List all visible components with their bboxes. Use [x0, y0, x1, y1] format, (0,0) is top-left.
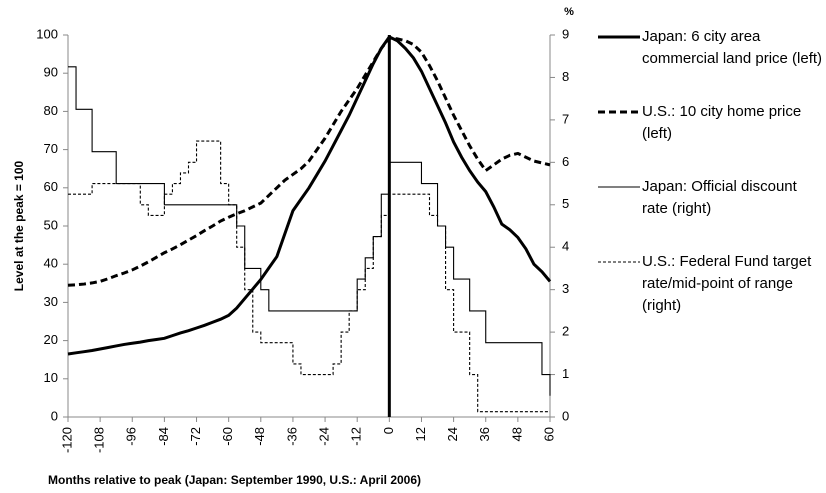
y2-tick-label: 5	[562, 196, 569, 211]
y2-tick-label: 9	[562, 26, 569, 41]
x-tick-label: -120	[59, 427, 74, 453]
y-tick-label: 20	[44, 332, 58, 347]
legend-label: U.S.: Federal Fund target rate/mid-point…	[642, 253, 812, 314]
x-tick-label: 12	[413, 427, 428, 441]
y2-axis-title: %	[564, 6, 574, 18]
x-axis-title: Months relative to peak (Japan: Septembe…	[48, 473, 421, 487]
y-tick-label: 90	[44, 65, 58, 80]
y-tick-label: 10	[44, 370, 58, 385]
y-tick-label: 60	[44, 179, 58, 194]
legend-label: Japan: Official discount rate (right)	[642, 178, 797, 217]
x-tick-label: -72	[188, 427, 203, 446]
x-tick-label: -48	[252, 427, 267, 446]
y-tick-label: 100	[36, 26, 58, 41]
x-tick-label: -36	[284, 427, 299, 446]
x-tick-label: 36	[477, 427, 492, 441]
y-tick-label: 40	[44, 256, 58, 271]
legend-entry: Japan: 6 city area commercial land price…	[642, 28, 823, 67]
legend-entry: Japan: Official discount rate (right)	[642, 178, 797, 217]
y2-tick-label: 6	[562, 154, 569, 169]
y2-tick-label: 2	[562, 324, 569, 339]
y-tick-label: 70	[44, 141, 58, 156]
y-tick-label: 50	[44, 217, 58, 232]
x-tick-label: -24	[317, 427, 332, 446]
legend-entry: U.S.: Federal Fund target rate/mid-point…	[642, 253, 812, 314]
y2-tick-label: 3	[562, 281, 569, 296]
x-tick-label: -84	[156, 427, 171, 446]
series-line	[68, 66, 551, 396]
x-tick-label: -96	[124, 427, 139, 446]
y-axis-title: Level at the peak = 100	[12, 160, 26, 291]
x-tick-label: 0	[381, 427, 396, 434]
y2-tick-label: 8	[562, 69, 569, 84]
legend-label: U.S.: 10 city home price (left)	[642, 103, 802, 142]
x-tick-label: 60	[541, 427, 556, 441]
y2-tick-label: 1	[562, 366, 569, 381]
legend-label: Japan: 6 city area commercial land price…	[642, 28, 823, 67]
x-tick-label: -12	[349, 427, 364, 446]
y2-tick-label: 4	[562, 239, 569, 254]
x-tick-label: -60	[220, 427, 235, 446]
series-line	[67, 35, 552, 356]
y2-tick-label: 7	[562, 111, 569, 126]
x-tick-label: 48	[509, 427, 524, 441]
y-tick-label: 0	[51, 408, 58, 423]
x-tick-label: 24	[445, 427, 460, 441]
y-tick-label: 30	[44, 294, 58, 309]
y2-tick-label: 0	[562, 408, 569, 423]
y-tick-label: 80	[44, 103, 58, 118]
x-tick-label: -108	[92, 427, 107, 453]
legend-entry: U.S.: 10 city home price (left)	[642, 103, 802, 142]
series-line	[67, 36, 551, 287]
series-line	[68, 140, 550, 413]
